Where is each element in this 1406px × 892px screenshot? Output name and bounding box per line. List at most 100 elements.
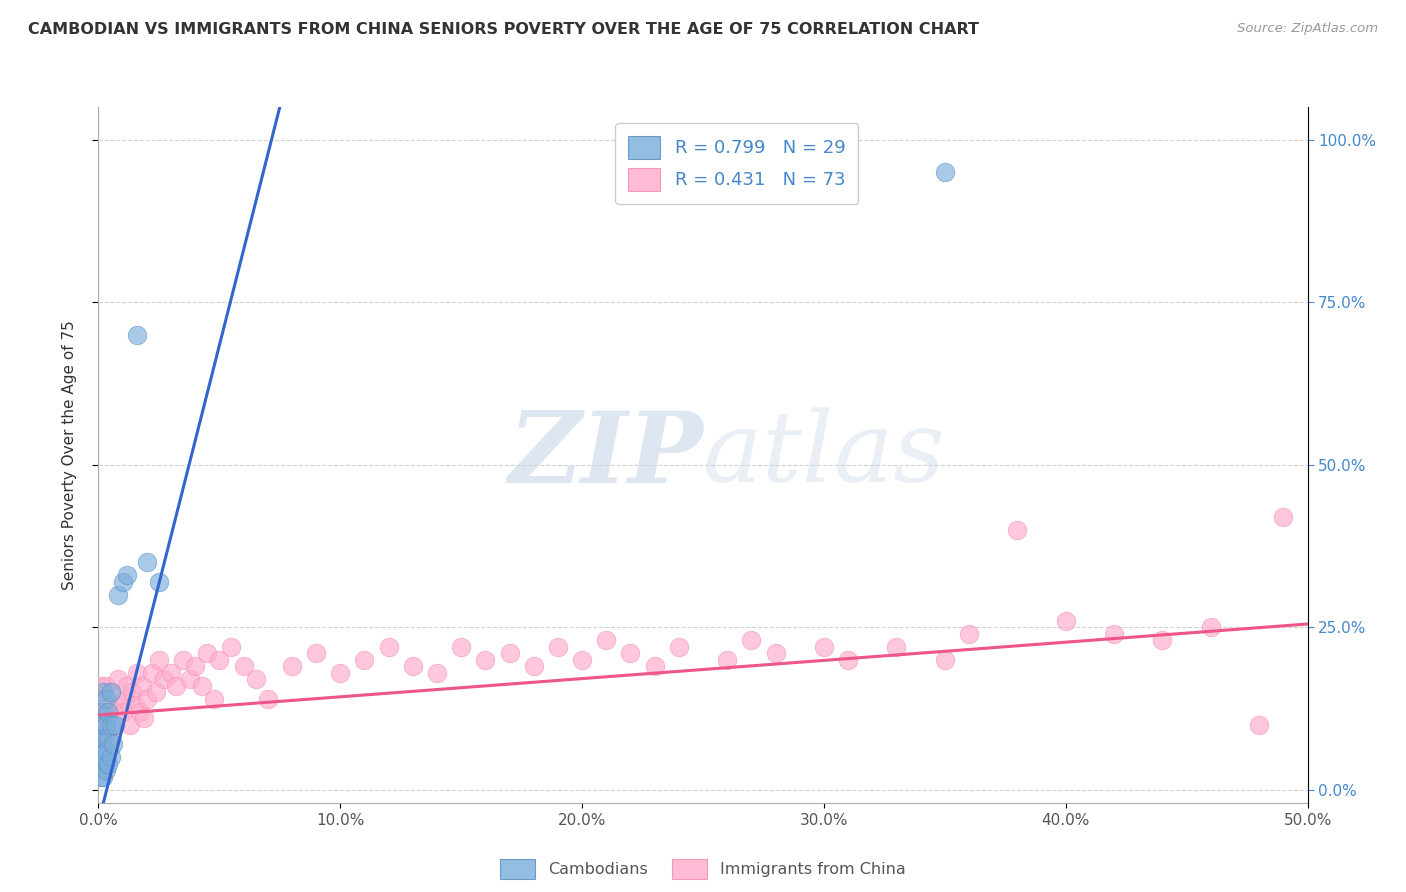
Point — [179, 672, 201, 686]
Text: Source: ZipAtlas.com: Source: ZipAtlas.com — [1237, 22, 1378, 36]
Point — [97, 756, 120, 771]
Point — [94, 718, 117, 732]
Point — [90, 679, 112, 693]
Point — [94, 744, 117, 758]
Point — [934, 653, 956, 667]
Point — [107, 588, 129, 602]
Point — [90, 705, 112, 719]
Point — [100, 718, 122, 732]
Point — [668, 640, 690, 654]
Point — [127, 665, 149, 680]
Point — [135, 555, 157, 569]
Point — [101, 705, 124, 719]
Point — [281, 659, 304, 673]
Point — [1199, 620, 1222, 634]
Point — [100, 685, 122, 699]
Point — [90, 731, 112, 745]
Point — [957, 626, 980, 640]
Point — [118, 718, 141, 732]
Point — [208, 653, 231, 667]
Point — [100, 731, 122, 745]
Point — [644, 659, 666, 673]
Point — [221, 640, 243, 654]
Point — [450, 640, 472, 654]
Text: atlas: atlas — [703, 408, 946, 502]
Point — [204, 691, 226, 706]
Point — [426, 665, 449, 680]
Y-axis label: Seniors Poverty Over the Age of 75: Seniors Poverty Over the Age of 75 — [62, 320, 77, 590]
Point — [114, 691, 136, 706]
Point — [474, 653, 496, 667]
Point — [90, 770, 112, 784]
Point — [127, 327, 149, 342]
Point — [135, 691, 157, 706]
Point — [100, 685, 122, 699]
Point — [813, 640, 835, 654]
Point — [305, 646, 328, 660]
Point — [101, 737, 124, 751]
Point — [90, 756, 112, 771]
Text: ZIP: ZIP — [508, 407, 703, 503]
Point — [90, 718, 112, 732]
Point — [94, 679, 117, 693]
Point — [91, 770, 114, 784]
Point — [94, 764, 117, 778]
Point — [134, 711, 156, 725]
Point — [148, 574, 170, 589]
Point — [547, 640, 569, 654]
Point — [94, 691, 117, 706]
Point — [232, 659, 254, 673]
Point — [195, 646, 218, 660]
Point — [117, 568, 139, 582]
Point — [191, 679, 214, 693]
Point — [402, 659, 425, 673]
Point — [91, 718, 114, 732]
Point — [886, 640, 908, 654]
Legend: Cambodians, Immigrants from China: Cambodians, Immigrants from China — [494, 853, 912, 885]
Point — [97, 705, 120, 719]
Point — [619, 646, 641, 660]
Point — [111, 574, 134, 589]
Text: CAMBODIAN VS IMMIGRANTS FROM CHINA SENIORS POVERTY OVER THE AGE OF 75 CORRELATIO: CAMBODIAN VS IMMIGRANTS FROM CHINA SENIO… — [28, 22, 979, 37]
Point — [97, 705, 120, 719]
Point — [124, 698, 146, 713]
Point — [91, 691, 114, 706]
Point — [377, 640, 399, 654]
Point — [104, 718, 127, 732]
Point — [740, 633, 762, 648]
Point — [1272, 509, 1295, 524]
Point — [148, 653, 170, 667]
Point — [329, 665, 352, 680]
Point — [256, 691, 278, 706]
Point — [104, 718, 127, 732]
Point — [107, 672, 129, 686]
Point — [145, 685, 167, 699]
Point — [94, 718, 117, 732]
Point — [90, 744, 112, 758]
Point — [165, 679, 187, 693]
Point — [91, 750, 114, 764]
Point — [117, 679, 139, 693]
Point — [100, 750, 122, 764]
Point — [571, 653, 593, 667]
Point — [523, 659, 546, 673]
Point — [184, 659, 207, 673]
Point — [245, 672, 267, 686]
Point — [765, 646, 787, 660]
Point — [152, 672, 174, 686]
Point — [141, 665, 163, 680]
Point — [111, 705, 134, 719]
Point — [1007, 523, 1029, 537]
Point — [97, 731, 120, 745]
Point — [108, 698, 131, 713]
Point — [498, 646, 520, 660]
Point — [934, 165, 956, 179]
Point — [121, 685, 143, 699]
Point — [1102, 626, 1125, 640]
Point — [172, 653, 194, 667]
Point — [716, 653, 738, 667]
Point — [91, 731, 114, 745]
Point — [595, 633, 617, 648]
Point — [91, 731, 114, 745]
Point — [837, 653, 859, 667]
